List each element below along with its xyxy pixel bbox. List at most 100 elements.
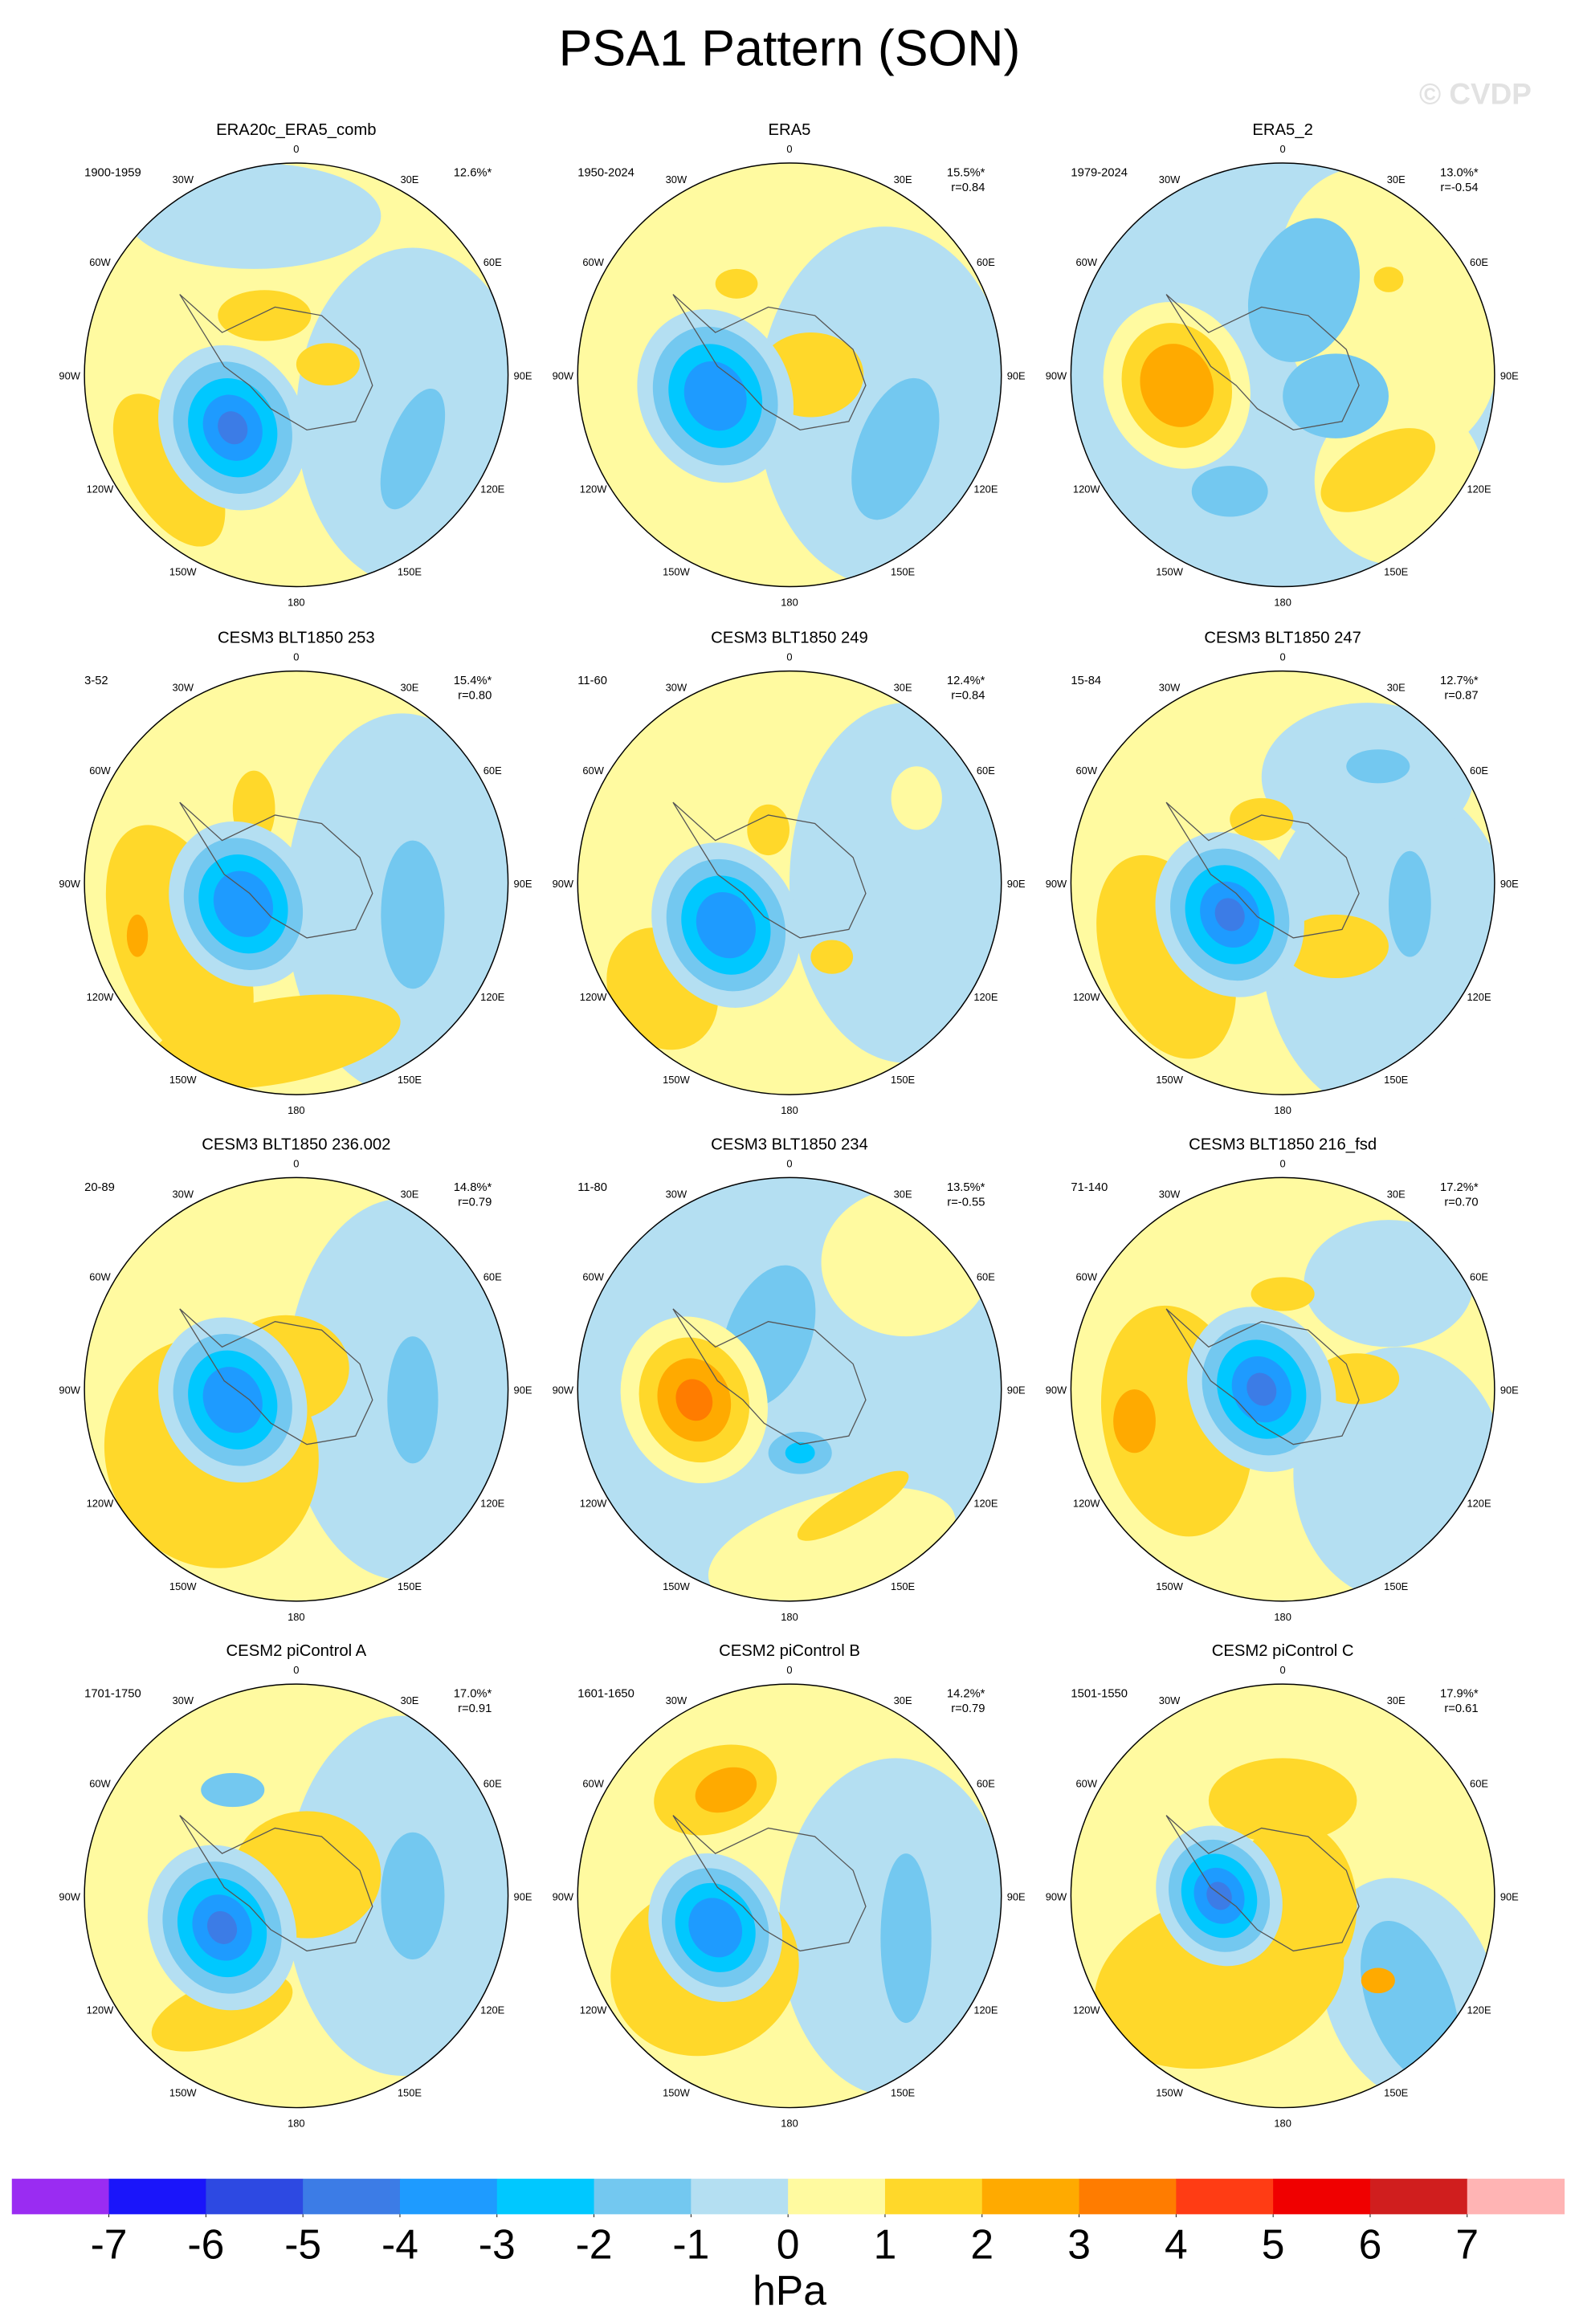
longitude-label: 30W	[173, 1188, 194, 1200]
contour-fill	[202, 1367, 263, 1433]
contour-fill	[880, 1853, 932, 2024]
longitude-label: 0	[786, 1157, 792, 1169]
contour-fill	[675, 1379, 713, 1421]
longitude-label: 90W	[553, 1890, 574, 1902]
longitude-label: 60W	[582, 764, 604, 777]
longitude-label: 150E	[398, 1580, 422, 1592]
longitude-label: 120W	[1073, 1498, 1101, 1510]
longitude-label: 150W	[169, 1580, 198, 1592]
contour-fill	[1113, 1389, 1156, 1454]
longitude-label: 60E	[977, 1271, 995, 1283]
longitude-label: 30E	[1387, 173, 1406, 186]
contour-fill	[1140, 344, 1214, 427]
variance: 13.0%*	[1440, 167, 1479, 180]
longitude-label: 30E	[1387, 682, 1406, 694]
longitude-label: 120E	[1467, 483, 1491, 495]
longitude-label: 0	[786, 651, 792, 663]
map	[1071, 671, 1495, 1095]
colorbar-box	[11, 2179, 110, 2215]
colorbar-box	[1273, 2179, 1371, 2215]
map-border	[84, 670, 509, 1095]
longitude-label: 120W	[87, 1498, 115, 1510]
longitude-label: 90E	[514, 1890, 532, 1902]
longitude-label: 180	[288, 1104, 305, 1116]
coastline	[179, 1308, 373, 1445]
longitude-label: 90W	[553, 878, 574, 890]
longitude-label: 60E	[483, 1271, 502, 1283]
longitude-label: 0	[293, 1157, 299, 1169]
contour-fill	[785, 1442, 815, 1464]
colorbar-box	[303, 2179, 401, 2215]
longitude-label: 180	[781, 1611, 798, 1623]
contour-fill	[201, 1772, 265, 1808]
longitude-label: 0	[293, 143, 299, 155]
pattern-correlation: r=0.87	[1444, 690, 1478, 703]
contour-fill	[1246, 1372, 1277, 1406]
contour-fill	[797, 1470, 909, 1541]
coastline	[1165, 1815, 1360, 1952]
longitude-label: 90E	[514, 1384, 532, 1396]
longitude-label: 60E	[1470, 764, 1488, 777]
contour-fill	[1346, 749, 1410, 784]
coastline	[1165, 801, 1360, 939]
longitude-label: 180	[781, 596, 798, 608]
colorbar-box	[594, 2179, 692, 2215]
colorbar-box	[496, 2179, 595, 2215]
coastline	[179, 801, 373, 939]
longitude-label: 30W	[1159, 1694, 1181, 1706]
colorbar-label: 0	[777, 2221, 800, 2268]
longitude-label: 60W	[1076, 764, 1098, 777]
longitude-label: 60E	[977, 256, 995, 268]
longitude-label: 30E	[894, 1694, 912, 1706]
colorbar-unit: hPa	[753, 2267, 826, 2314]
variance: 14.2%*	[947, 1688, 985, 1701]
contour-fill	[207, 1910, 238, 1944]
pattern-correlation: r=0.70	[1444, 1196, 1478, 1209]
contour-fill	[1373, 267, 1404, 292]
period: 11-60	[577, 675, 607, 687]
longitude-label: 0	[786, 143, 792, 155]
contour-fill	[1208, 1758, 1357, 1843]
contour-fill	[1191, 466, 1268, 517]
longitude-label: 60W	[89, 1777, 111, 1789]
contour-fill	[1283, 353, 1389, 438]
longitude-label: 120E	[480, 991, 505, 1003]
map	[577, 1684, 1002, 2108]
panel-title: CESM3 BLT1850 253	[218, 630, 375, 647]
colorbar-box	[788, 2179, 886, 2215]
longitude-label: 60E	[483, 1777, 502, 1789]
longitude-label: 90W	[553, 369, 574, 381]
longitude-label: 120W	[580, 483, 608, 495]
longitude-label: 180	[781, 2118, 798, 2130]
longitude-label: 150W	[1156, 2087, 1184, 2099]
pattern-correlation: r=-0.54	[1440, 181, 1478, 194]
longitude-label: 150E	[398, 1074, 422, 1086]
longitude-label: 0	[1280, 1664, 1286, 1676]
longitude-label: 90E	[1007, 1384, 1026, 1396]
period: 1601-1650	[577, 1688, 634, 1701]
longitude-label: 150W	[1156, 1074, 1184, 1086]
longitude-label: 90E	[1007, 369, 1026, 381]
longitude-label: 150W	[1156, 566, 1184, 578]
panel-title: CESM3 BLT1850 249	[711, 630, 868, 647]
longitude-label: 30E	[894, 682, 912, 694]
longitude-label: 180	[1274, 2118, 1291, 2130]
panel-title: CESM3 BLT1850 247	[1204, 630, 1361, 647]
longitude-label: 120E	[1467, 1498, 1491, 1510]
longitude-label: 150W	[169, 566, 198, 578]
longitude-label: 90W	[1046, 1384, 1067, 1396]
coastline	[672, 1308, 867, 1445]
longitude-label: 60W	[1076, 256, 1098, 268]
pattern-correlation: r=0.80	[458, 690, 492, 703]
pattern-correlation: r=0.61	[1444, 1702, 1478, 1715]
coastline	[179, 294, 373, 431]
contour-fill	[218, 290, 312, 341]
longitude-label: 150E	[891, 1580, 916, 1592]
panel-title: ERA5	[769, 121, 811, 139]
longitude-label: 150E	[891, 2087, 916, 2099]
longitude-label: 180	[1274, 596, 1291, 608]
longitude-label: 60W	[582, 1777, 604, 1789]
map	[84, 1177, 508, 1601]
colorbar-box	[981, 2179, 1080, 2215]
